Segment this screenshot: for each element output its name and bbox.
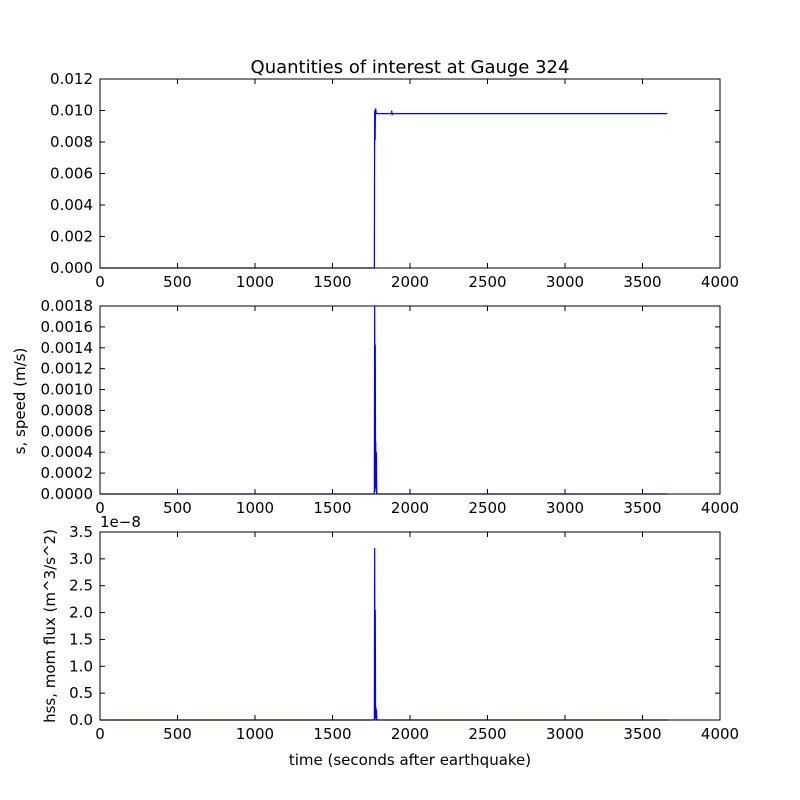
y-tick-label: 3.0 bbox=[69, 550, 93, 568]
y-tick-label: 0.004 bbox=[50, 196, 93, 214]
panel-speed: 0 500 1000 1500 2000 2500 3000 3500 4000 0.0000 0.… bbox=[41, 297, 740, 517]
y-tick-label: 0.0000 bbox=[41, 485, 94, 503]
y-tick-label: 0.0018 bbox=[41, 297, 94, 315]
x-tick-label: 2000 bbox=[391, 725, 429, 743]
y-tick-label: 0.5 bbox=[69, 684, 93, 702]
y-axis-label-speed: s, speed (m/s) bbox=[11, 348, 29, 455]
x-tick-label: 0 bbox=[95, 499, 105, 517]
x-tick-label: 2500 bbox=[468, 273, 506, 291]
x-tick-label: 500 bbox=[163, 273, 192, 291]
x-tick-label: 0 bbox=[95, 273, 105, 291]
y-tick-label: 1.5 bbox=[69, 630, 93, 648]
series-line bbox=[100, 548, 668, 721]
x-tick-label: 2000 bbox=[391, 499, 429, 517]
x-axis-label: time (seconds after earthquake) bbox=[289, 751, 531, 769]
x-tick-label: 3000 bbox=[546, 725, 584, 743]
y-tick-label: 2.5 bbox=[69, 577, 93, 595]
x-tick-label: 3000 bbox=[546, 499, 584, 517]
y-tick-label: 0.0004 bbox=[41, 443, 94, 461]
y-tick-label: 0.0008 bbox=[41, 401, 94, 419]
x-tick-label: 1000 bbox=[236, 273, 274, 291]
x-tick-label: 0 bbox=[95, 725, 105, 743]
series-line bbox=[100, 305, 668, 495]
y-tick-label: 0.0014 bbox=[41, 339, 94, 357]
x-tick-label: 2500 bbox=[468, 725, 506, 743]
panel-water-level: 0 500 1000 1500 2000 2500 3000 3500 4000 0.000 0.0… bbox=[50, 70, 739, 291]
y-tick-label: 1.0 bbox=[69, 657, 93, 675]
y-offset-label: 1e−8 bbox=[100, 513, 141, 531]
x-tick-label: 2500 bbox=[468, 499, 506, 517]
x-tick-label: 500 bbox=[163, 499, 192, 517]
y-tick-label: 0.008 bbox=[50, 133, 93, 151]
x-tick-label: 4000 bbox=[701, 273, 739, 291]
y-tick-label: 0.006 bbox=[50, 165, 93, 183]
x-tick-label: 1000 bbox=[236, 499, 274, 517]
y-tick-label: 0.0012 bbox=[41, 360, 94, 378]
figure-title: Quantities of interest at Gauge 324 bbox=[251, 57, 570, 78]
y-axis-label-momentum-flux: hss, mom flux (m^3/s^2) bbox=[41, 529, 59, 723]
y-tick-label: 0.0010 bbox=[41, 381, 94, 399]
x-tick-label: 1500 bbox=[313, 725, 351, 743]
y-tick-label: 0.0006 bbox=[41, 422, 94, 440]
x-tick-label: 1500 bbox=[313, 499, 351, 517]
x-tick-label: 4000 bbox=[701, 725, 739, 743]
x-tick-label: 4000 bbox=[701, 499, 739, 517]
y-tick-label: 2.0 bbox=[69, 604, 93, 622]
x-tick-label: 1000 bbox=[236, 725, 274, 743]
y-tick-label: 0.002 bbox=[50, 228, 93, 246]
x-tick-label: 500 bbox=[163, 725, 192, 743]
series-line bbox=[100, 108, 668, 269]
y-tick-label: 0.012 bbox=[50, 70, 93, 88]
x-tick-label: 2000 bbox=[391, 273, 429, 291]
y-tick-label: 0.0 bbox=[69, 711, 93, 729]
y-tick-label: 0.0016 bbox=[41, 318, 94, 336]
y-tick-label: 0.010 bbox=[50, 102, 93, 120]
x-tick-label: 3000 bbox=[546, 273, 584, 291]
panel-momentum-flux: 0 500 1000 1500 2000 2500 3000 3500 4000 0.0 0.5 1.… bbox=[69, 513, 739, 743]
x-tick-label: 3500 bbox=[623, 499, 661, 517]
y-tick-label: 3.5 bbox=[69, 523, 93, 541]
x-tick-label: 1500 bbox=[313, 273, 351, 291]
x-tick-label: 3500 bbox=[623, 725, 661, 743]
x-tick-label: 3500 bbox=[623, 273, 661, 291]
y-tick-label: 0.000 bbox=[50, 259, 93, 277]
y-tick-label: 0.0002 bbox=[41, 464, 94, 482]
